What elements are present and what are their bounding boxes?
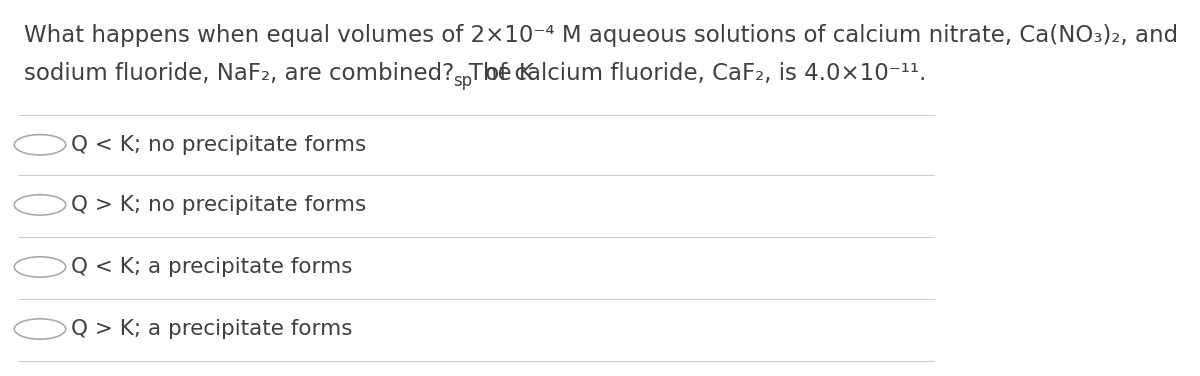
Text: Q > K; a precipitate forms: Q > K; a precipitate forms bbox=[72, 319, 353, 339]
Text: Q < K; no precipitate forms: Q < K; no precipitate forms bbox=[72, 135, 367, 155]
Circle shape bbox=[14, 319, 66, 339]
Text: Q > K; no precipitate forms: Q > K; no precipitate forms bbox=[72, 195, 367, 215]
Text: sp: sp bbox=[454, 72, 473, 90]
Circle shape bbox=[14, 195, 66, 215]
Text: Q < K; a precipitate forms: Q < K; a precipitate forms bbox=[72, 257, 353, 277]
Circle shape bbox=[14, 257, 66, 277]
Text: What happens when equal volumes of 2×10⁻⁴ M aqueous solutions of calcium nitrate: What happens when equal volumes of 2×10⁻… bbox=[24, 24, 1178, 47]
Circle shape bbox=[14, 135, 66, 155]
Text: of calcium fluoride, CaF₂, is 4.0×10⁻¹¹.: of calcium fluoride, CaF₂, is 4.0×10⁻¹¹. bbox=[479, 62, 926, 85]
Text: sodium fluoride, NaF₂, are combined?  The K: sodium fluoride, NaF₂, are combined? The… bbox=[24, 62, 534, 85]
